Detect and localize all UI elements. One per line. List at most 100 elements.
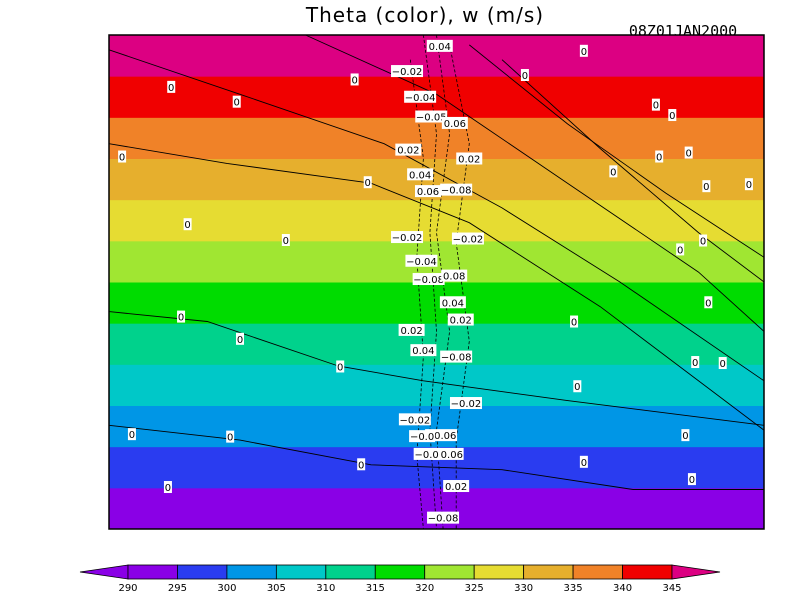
colorbar-segment bbox=[275, 564, 327, 580]
colorbar-segment bbox=[622, 564, 673, 580]
zero-contour-label: 0 bbox=[692, 358, 698, 369]
colorbar-tick-label: 335 bbox=[564, 583, 583, 594]
colorbar-right-arrow bbox=[671, 564, 721, 580]
zero-contour-label: 0 bbox=[168, 83, 174, 94]
zero-contour-label-bg bbox=[232, 95, 241, 108]
w-contour-label: 0.02 bbox=[458, 155, 480, 166]
w-contour-label-bg bbox=[456, 152, 483, 165]
w-contour-label-bg bbox=[441, 269, 468, 282]
w-contour-label-bg bbox=[391, 65, 424, 78]
zero-contour-line bbox=[108, 311, 765, 426]
zero-contour-label-bg bbox=[570, 315, 579, 328]
zero-contour-label: 0 bbox=[165, 483, 171, 494]
colorbar-tick-label: 310 bbox=[316, 583, 335, 594]
zero-contour-label-bg bbox=[702, 180, 711, 193]
w-contour-label-bg bbox=[405, 254, 438, 267]
zero-contour-label-bg bbox=[226, 430, 235, 443]
zero-contour-label-bg bbox=[281, 234, 290, 247]
w-contour-label: 0.02 bbox=[400, 326, 422, 337]
zero-contour-label: 0 bbox=[574, 382, 580, 393]
colorbar-tick-label: 325 bbox=[465, 583, 484, 594]
zero-contour-label: 0 bbox=[720, 359, 726, 370]
w-contour-label: −0.02 bbox=[453, 235, 484, 246]
w-contour-label: 0.06 bbox=[417, 187, 439, 198]
zero-contour-label: 0 bbox=[178, 313, 184, 324]
w-contour-label-bg bbox=[439, 296, 466, 309]
zero-contour-label-bg bbox=[668, 109, 677, 122]
zero-contour-label: 0 bbox=[703, 182, 709, 193]
w-contour-label-bg bbox=[398, 323, 425, 336]
zero-contour-label: 0 bbox=[522, 71, 528, 82]
contour-labels: 0.04−0.02−0.04−0.050.060.020.020.040.06−… bbox=[118, 39, 753, 525]
w-contour-line bbox=[436, 34, 451, 530]
w-contour-label: 0.08 bbox=[443, 272, 465, 283]
w-contour-label: 0.04 bbox=[442, 298, 464, 309]
zero-contour-line bbox=[108, 143, 765, 431]
zero-contour-label: 0 bbox=[610, 167, 616, 178]
zero-contour-label-bg bbox=[177, 310, 186, 323]
colorbar-tick-label: 290 bbox=[118, 583, 137, 594]
w-contour-label: 0.06 bbox=[444, 119, 466, 130]
zero-contour-label: 0 bbox=[283, 236, 289, 247]
zero-contour-label: 0 bbox=[682, 431, 688, 442]
w-contour-label-bg bbox=[451, 232, 484, 245]
zero-contour-label-bg bbox=[687, 473, 696, 486]
w-contour-label: −0.05 bbox=[416, 113, 447, 124]
w-contour-label-bg bbox=[415, 110, 448, 123]
w-contour-label: −0.08 bbox=[441, 186, 472, 197]
w-contour-label: −0.02 bbox=[392, 233, 423, 244]
zero-contour-label-bg bbox=[163, 481, 172, 494]
colorbar-segment bbox=[226, 564, 277, 580]
colorbar-tick-label: 300 bbox=[217, 583, 236, 594]
w-contour-label-bg bbox=[449, 397, 482, 410]
plot-frame bbox=[108, 34, 765, 530]
colorbar-tick-label: 340 bbox=[613, 583, 632, 594]
w-contour-label-bg bbox=[412, 273, 445, 286]
zero-contour-label-bg bbox=[651, 98, 660, 111]
zero-contour-label: 0 bbox=[581, 458, 587, 469]
zero-contour-label: 0 bbox=[700, 237, 706, 248]
w-contour-label-bg bbox=[440, 350, 473, 363]
theta-band-315 bbox=[109, 282, 764, 324]
w-contour-label-bg bbox=[407, 168, 434, 181]
zero-contour-label-bg bbox=[691, 356, 700, 369]
w-contour-label: −0.08 bbox=[428, 514, 459, 525]
colorbar-segment bbox=[127, 564, 178, 580]
zero-contour-label-bg bbox=[704, 296, 713, 309]
zero-contour-label-bg bbox=[684, 146, 693, 159]
w-contour-label: 0.02 bbox=[450, 316, 472, 327]
zero-contour-label: 0 bbox=[689, 475, 695, 486]
zero-contour-label: 0 bbox=[184, 220, 190, 231]
w-contour-label-bg bbox=[427, 511, 460, 524]
plot-area: 0.04−0.02−0.04−0.050.060.020.020.040.06−… bbox=[108, 34, 765, 530]
zero-contour-label-bg bbox=[118, 150, 127, 163]
colorbar-segment bbox=[325, 564, 376, 580]
zero-contour-label-bg bbox=[573, 380, 582, 393]
zero-contour-line bbox=[501, 59, 765, 283]
w-contour-label-bg bbox=[391, 231, 424, 244]
zero-contour-label-bg bbox=[236, 332, 244, 345]
zero-contour-label-bg bbox=[520, 69, 529, 82]
w-contour-label: −0.0 bbox=[410, 432, 434, 443]
zero-contour-label: 0 bbox=[227, 433, 233, 444]
w-contour-label-bg bbox=[409, 430, 436, 443]
zero-contour-label: 0 bbox=[653, 101, 659, 112]
w-contour-label: −0.04 bbox=[406, 257, 437, 268]
zero-contour-label-bg bbox=[336, 360, 345, 373]
zero-contour-label-bg bbox=[579, 44, 588, 57]
chart-title: Theta (color), w (m/s) bbox=[305, 3, 544, 27]
colorbar-tick-label: 315 bbox=[366, 583, 385, 594]
zero-contour-label-bg bbox=[363, 176, 372, 189]
colorbar-left-arrow bbox=[79, 564, 129, 580]
w-contour-label-bg bbox=[410, 344, 437, 357]
zero-contour-label: 0 bbox=[705, 298, 711, 309]
zero-contour-label-bg bbox=[744, 178, 753, 191]
zero-contour-label: 0 bbox=[746, 180, 752, 191]
w-contour-lines bbox=[409, 34, 470, 530]
zero-contour-label-bg bbox=[579, 455, 588, 468]
zero-contour-label: 0 bbox=[237, 335, 243, 346]
colorbar-segment bbox=[177, 564, 228, 580]
w-contour-label: −0.06 bbox=[432, 450, 463, 461]
colorbar-tick-label: 295 bbox=[168, 583, 187, 594]
